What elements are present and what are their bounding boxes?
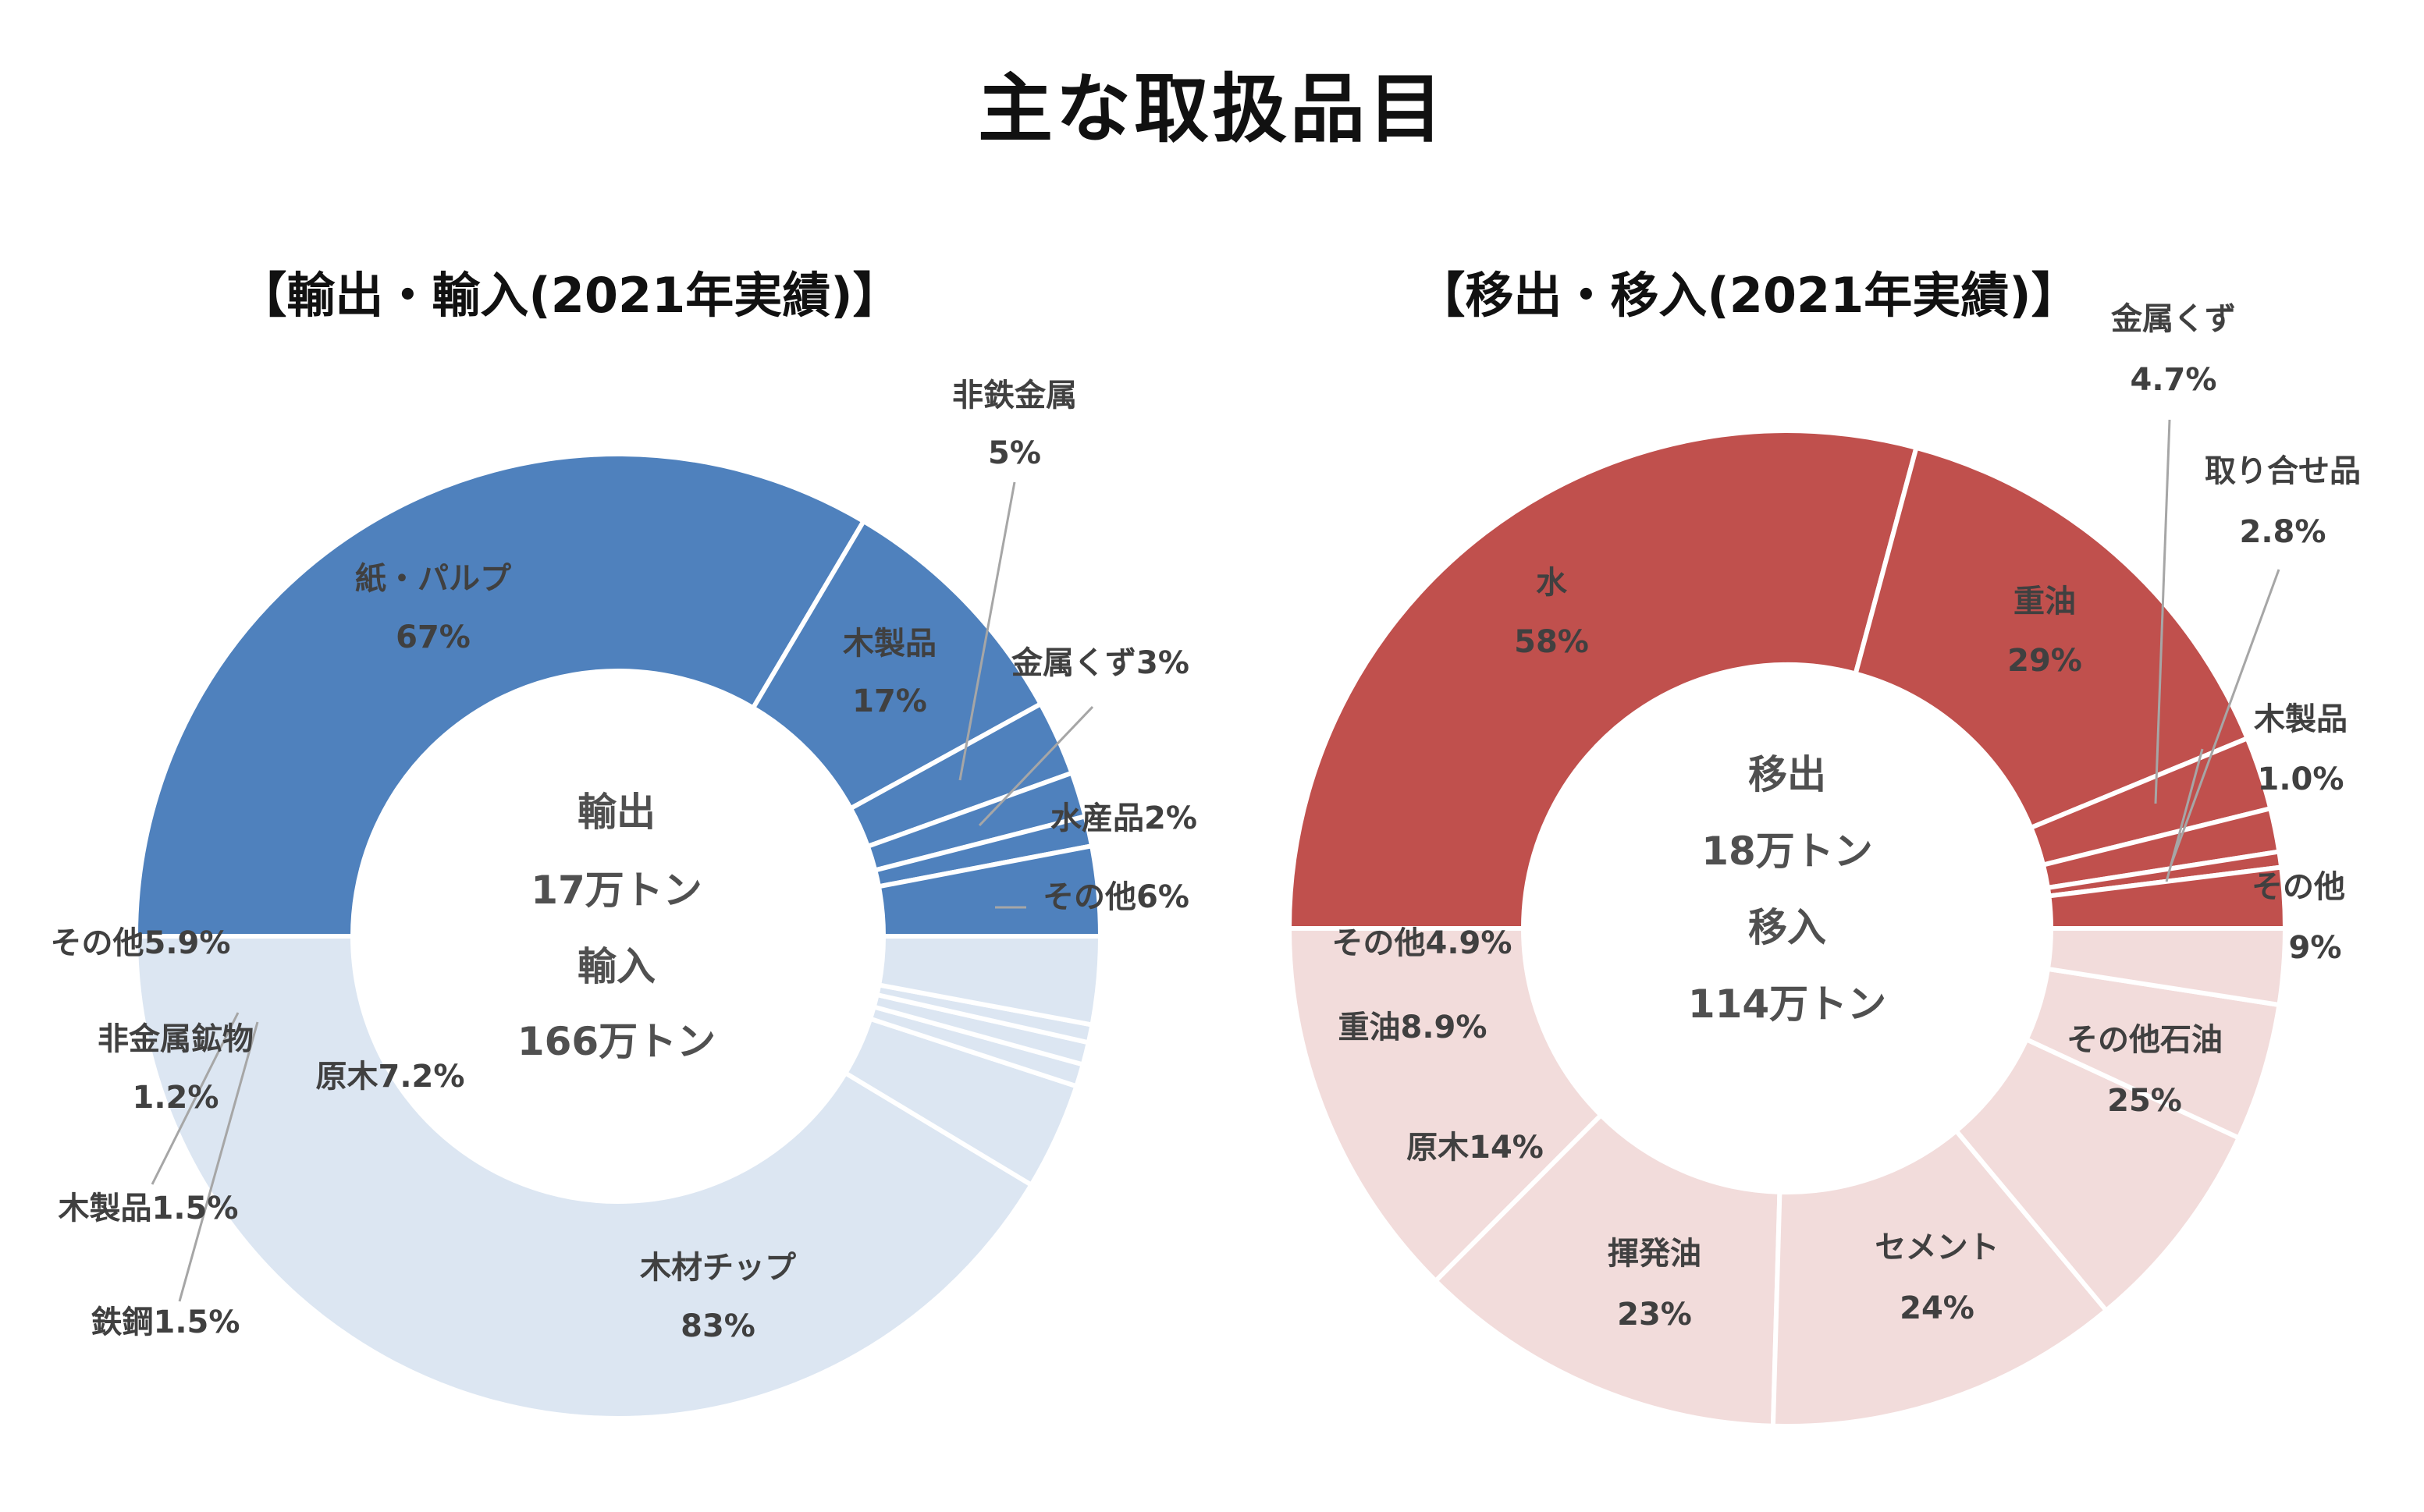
slice-value-label: 25% [2107, 1083, 2182, 1119]
donut-shipment-arrival: 水58%重油29%金属くず4.7%取り合せ品2.8%木製品1.0%その他3.9%… [1287, 301, 2361, 1429]
slice-label: その他石油 [2067, 1022, 2223, 1058]
donut-slice [1433, 1113, 1782, 1429]
center-label-import: 輸入 [578, 944, 656, 989]
chart-panel-export-import: 【輸出・輸入(2021年実績)】 紙・パルプ 67% 木製品 17% 非鉄金属 5% 金属く… [51, 267, 1197, 1421]
chart-title-shipment-arrival: 【移出・移入(2021年実績)】 [1416, 267, 2079, 324]
donut-slice [1853, 445, 2250, 830]
slice-value-label: 1.0% [2258, 761, 2344, 797]
slice-label: 揮発油 [1608, 1236, 1701, 1272]
slice-label: 取り合せ品 [2205, 453, 2361, 489]
slice-label: 金属くず [2110, 301, 2236, 337]
donut-slice [2045, 926, 2287, 1008]
slice-label: 原木7.2% [316, 1059, 465, 1095]
slice-label: 木製品 [2254, 701, 2348, 737]
donut-slice [133, 934, 1034, 1421]
chart-panel-shipment-arrival: 【移出・移入(2021年実績)】 水 58% 重油 29% 金属くず 4.7% 取り合せ品 2… [1287, 267, 2361, 1429]
slice-label: 紙・パルプ [355, 561, 511, 597]
slice-label: 金属くず3% [1011, 645, 1189, 681]
slice-value-label: 4.7% [2131, 362, 2217, 398]
center-label-import-total: 166万トン [517, 1019, 716, 1064]
center-label-arrival: 移入 [1748, 905, 1826, 950]
center-label-export-import: 輸出 17万トン 輸入 166万トン [517, 790, 716, 1064]
leader-line [2154, 419, 2171, 804]
slice-label: セメント [1875, 1230, 1999, 1265]
center-label-shipment: 移出 [1748, 752, 1826, 797]
leader-line [2165, 748, 2204, 882]
slice-label: 非鉄金属 [952, 378, 1077, 413]
slice-label: 重油8.9% [1338, 1010, 1487, 1045]
chart-title-export-import: 【輸出・輸入(2021年実績)】 [238, 267, 901, 324]
slice-value-label: 83% [681, 1308, 755, 1344]
leader-line [151, 1012, 240, 1185]
center-label-shipment-total: 18万トン [1701, 829, 1873, 874]
slice-value-label: 24% [1900, 1290, 1974, 1326]
slice-value-label: 29% [2007, 643, 2082, 679]
donut-export-import: 紙・パルプ 67% 木製品 17% 非鉄金属 5% 金属くず3% 水産品2% その他6% 木材チッ… [51, 378, 1197, 1421]
slice-value-label: 5% [988, 435, 1041, 471]
leader-line [958, 481, 1016, 781]
slice-value-label: 1.2% [133, 1080, 219, 1116]
donut-slice [133, 451, 866, 939]
leader-line [978, 705, 1094, 827]
center-label-arrival-total: 114万トン [1688, 981, 1886, 1027]
slice-label: その他6% [1043, 879, 1189, 915]
slice-value-label: 17% [852, 683, 927, 719]
center-label-export-total: 17万トン [531, 868, 702, 913]
page-title: 主な取扱品目 [978, 66, 1446, 153]
slice-label: 重油 [2013, 584, 2076, 619]
leader-line [2170, 569, 2280, 865]
slice-label: 非金属鉱物 [98, 1021, 254, 1057]
center-label-shipment-arrival: 移出 18万トン 移入 114万トン [1688, 752, 1886, 1027]
donut-slice [1287, 428, 1919, 931]
slice-label: その他5.9% [51, 925, 231, 961]
slice-label: 鉄鋼1.5% [91, 1304, 240, 1340]
slice-label: 木材チップ [640, 1250, 796, 1286]
slice-label: 木製品1.5% [59, 1191, 239, 1226]
slice-label: 水産品2% [1050, 800, 1197, 836]
slice-label: その他4.9% [1332, 925, 1512, 961]
slice-value-label: 58% [1514, 624, 1589, 660]
donut-slice [876, 934, 1103, 1028]
slice-label: 木製品 [843, 626, 937, 662]
center-label-export: 輸出 [578, 790, 656, 835]
slice-value-label: 2.8% [2240, 514, 2326, 550]
slice-value-label: 67% [396, 619, 471, 655]
slice-value-label: 23% [1617, 1297, 1692, 1333]
slice-label: 原木14% [1406, 1130, 1544, 1166]
slice-label: その他 [2252, 869, 2345, 905]
slice-label: 水 [1536, 565, 1568, 601]
leader-line [178, 1021, 259, 1302]
donut-slice [1770, 1128, 2109, 1429]
